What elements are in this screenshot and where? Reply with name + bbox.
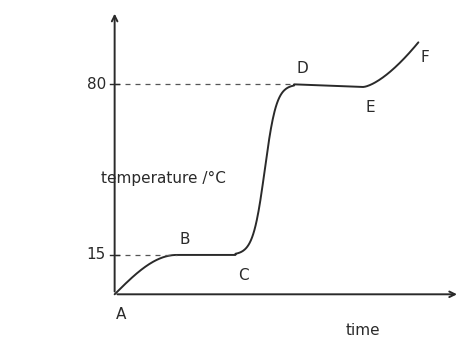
Text: A: A <box>116 307 127 323</box>
Text: D: D <box>297 62 309 76</box>
Text: E: E <box>366 100 375 115</box>
Text: F: F <box>420 50 429 65</box>
Text: 80: 80 <box>87 77 106 92</box>
Text: C: C <box>238 268 249 283</box>
Text: temperature /°C: temperature /°C <box>101 171 226 186</box>
Text: time: time <box>346 323 381 338</box>
Text: 15: 15 <box>87 248 106 262</box>
Text: B: B <box>180 232 190 247</box>
